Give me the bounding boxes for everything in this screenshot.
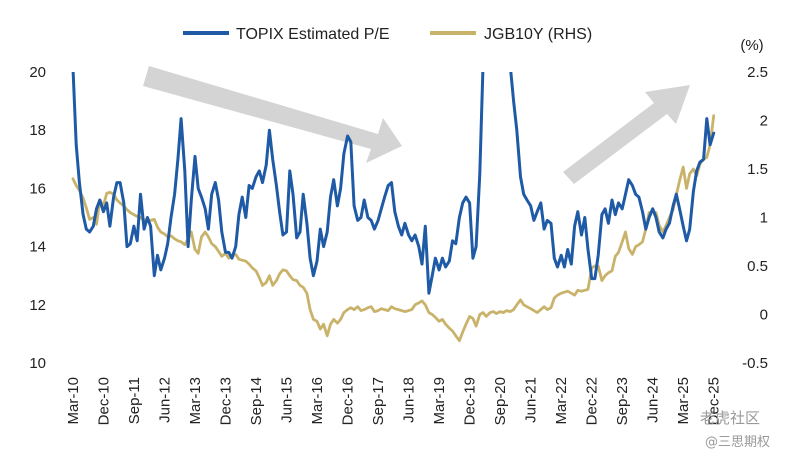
series-line-topix-pe bbox=[71, 72, 716, 295]
x-tick-label: Sep-11 bbox=[126, 377, 143, 424]
x-tick-label: Jun-18 bbox=[401, 377, 418, 423]
series-line-jgb10y bbox=[71, 114, 716, 343]
y-right-tick-label: 0.5 bbox=[747, 258, 768, 275]
down-trend-arrow bbox=[143, 66, 402, 163]
legend: TOPIX Estimated P/E JGB10Y (RHS) bbox=[183, 26, 592, 43]
y-left-tick-label: 12 bbox=[29, 297, 46, 314]
y-right-tick-label: 1 bbox=[760, 210, 768, 227]
x-tick-label: Sep-14 bbox=[248, 377, 265, 425]
x-tick-label: Sep-23 bbox=[614, 377, 631, 425]
x-tick-label: Mar-10 bbox=[65, 377, 82, 425]
x-tick-label: Jun-12 bbox=[156, 377, 173, 423]
x-tick-label: Mar-19 bbox=[431, 377, 448, 425]
x-tick-label: Dec-25 bbox=[706, 377, 723, 425]
y-right-tick-label: 2.5 bbox=[747, 64, 768, 81]
legend-label: TOPIX Estimated P/E bbox=[236, 26, 390, 43]
x-tick-label: Dec-19 bbox=[462, 377, 479, 425]
y-left-tick-label: 14 bbox=[29, 239, 46, 256]
x-tick-label: Jun-15 bbox=[279, 377, 296, 423]
x-tick-label: Dec-13 bbox=[217, 377, 234, 425]
y-right-tick-label: 2 bbox=[760, 113, 768, 130]
x-tick-label: Sep-17 bbox=[370, 377, 387, 425]
x-tick-label: Mar-25 bbox=[675, 377, 692, 425]
watermark-line-1: 老虎社区 bbox=[700, 409, 760, 427]
x-tick-label: Dec-10 bbox=[95, 377, 112, 425]
x-tick-label: Mar-22 bbox=[553, 377, 570, 425]
x-tick-label: Mar-16 bbox=[309, 377, 326, 425]
x-tick-label: Sep-20 bbox=[492, 377, 509, 425]
watermark: 老虎社区 @三思期权 bbox=[700, 409, 770, 450]
x-tick-label: Mar-13 bbox=[187, 377, 204, 425]
y-left-tick-label: 16 bbox=[29, 180, 46, 197]
x-tick-label: Dec-16 bbox=[340, 377, 357, 425]
right-axis-unit-label: (%) bbox=[740, 37, 763, 54]
y-left-tick-label: 18 bbox=[29, 122, 46, 139]
y-right-tick-label: -0.5 bbox=[742, 355, 768, 372]
x-tick-label: Jun-24 bbox=[645, 377, 662, 423]
legend-label: JGB10Y (RHS) bbox=[484, 26, 592, 43]
y-right-tick-label: 0 bbox=[760, 307, 768, 324]
y-right-tick-label: 1.5 bbox=[747, 161, 768, 178]
watermark-line-2: @三思期权 bbox=[705, 434, 770, 450]
y-left-tick-label: 10 bbox=[29, 355, 46, 372]
y-left-tick-label: 20 bbox=[29, 64, 46, 81]
up-trend-arrow bbox=[563, 85, 690, 184]
x-tick-label: Dec-22 bbox=[584, 377, 601, 425]
trend-arrows bbox=[143, 66, 690, 184]
series-layer bbox=[71, 72, 716, 343]
axes-layer: 10 12 14 16 18 20 -0.5 0 0.5 1 1.5 2 2.5 Mar-10 Dec-10… bbox=[29, 64, 768, 425]
x-tick-label: Jun-21 bbox=[523, 377, 540, 423]
